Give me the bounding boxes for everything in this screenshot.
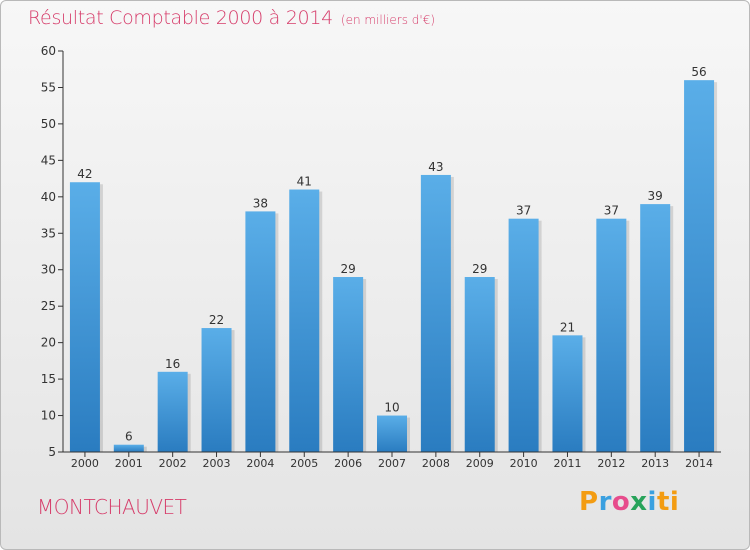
logo-letter: r — [598, 487, 612, 517]
y-tick-label: 25 — [41, 299, 56, 313]
bar-value-label: 10 — [384, 401, 399, 415]
y-tick-label: 35 — [41, 226, 56, 240]
bar-value-label: 37 — [516, 204, 531, 218]
bar — [640, 204, 671, 452]
y-tick-label: 40 — [41, 190, 56, 204]
bar-value-label: 42 — [77, 167, 92, 181]
bar — [596, 218, 627, 452]
bar — [113, 444, 144, 452]
y-tick-label: 10 — [41, 409, 56, 423]
x-tick-label: 2012 — [597, 457, 625, 470]
x-tick-label: 2004 — [246, 457, 274, 470]
bar — [684, 80, 715, 452]
y-tick-label: 55 — [41, 80, 56, 94]
x-tick-label: 2006 — [334, 457, 362, 470]
logo-letter: ti — [656, 487, 680, 517]
bar — [464, 277, 495, 452]
bar — [201, 328, 232, 452]
y-tick-label: 15 — [41, 372, 56, 386]
bar — [377, 415, 407, 452]
x-tick-label: 2002 — [159, 457, 187, 470]
bar-value-label: 39 — [648, 189, 663, 203]
bar — [420, 174, 451, 453]
chart-title: Résultat Comptable 2000 à 2014 (en millie… — [28, 7, 435, 29]
x-tick-label: 2011 — [553, 457, 581, 470]
x-tick-label: 2008 — [422, 457, 450, 470]
x-axis: 2000 2001 2002 2003 2004 2005 2006 2007 2008 2009… — [63, 451, 721, 470]
x-tick-label: 2003 — [203, 457, 231, 470]
bars: 42 6 16 22 38 41 29 10 43 29 37 21 37 39 56 — [69, 65, 718, 453]
bar — [552, 335, 583, 452]
y-tick-label: 45 — [41, 153, 56, 167]
bar-value-label: 6 — [125, 430, 133, 444]
logo-letter: o — [611, 487, 631, 517]
y-tick-label: 60 — [41, 44, 56, 58]
bar-value-label: 41 — [297, 175, 312, 189]
bar-value-label: 37 — [604, 204, 619, 218]
proxiti-logo[interactable]: Proxiti — [579, 487, 679, 517]
logo-letter: x — [630, 487, 648, 517]
bar-value-label: 21 — [560, 320, 575, 334]
x-tick-label: 2001 — [115, 457, 143, 470]
x-tick-label: 2009 — [466, 457, 494, 470]
bar-value-label: 16 — [165, 357, 180, 371]
bar — [69, 182, 100, 452]
bar — [157, 371, 188, 452]
y-tick-label: 5 — [48, 445, 56, 459]
logo-letter: i — [647, 487, 657, 517]
bar-value-label: 38 — [253, 196, 268, 210]
y-axis: 5 10 15 20 25 30 35 40 45 50 55 60 — [41, 44, 64, 459]
bar-value-label: 43 — [428, 160, 443, 174]
y-tick-label: 50 — [41, 117, 56, 131]
x-tick-label: 2010 — [510, 457, 538, 470]
x-tick-label: 2005 — [290, 457, 318, 470]
x-tick-label: 2007 — [378, 457, 406, 470]
y-tick-label: 20 — [41, 336, 56, 350]
x-tick-label: 2013 — [641, 457, 669, 470]
bar-value-label: 56 — [691, 65, 706, 79]
bar — [245, 211, 276, 452]
chart-title-text: Résultat Comptable 2000 à 2014 — [28, 7, 333, 29]
bar — [289, 189, 320, 452]
bar-value-label: 29 — [472, 262, 487, 276]
y-tick-label: 30 — [41, 263, 56, 277]
bar — [333, 277, 364, 452]
x-tick-label: 2014 — [685, 457, 713, 470]
commune-name: MONTCHAUVET — [37, 495, 187, 519]
bar-value-label: 22 — [209, 313, 224, 327]
x-tick-label: 2000 — [71, 457, 99, 470]
bar-value-label: 29 — [340, 262, 355, 276]
logo-letter: P — [579, 487, 599, 517]
bar — [508, 218, 539, 452]
chart-subtitle: (en milliers d'€) — [340, 13, 436, 27]
